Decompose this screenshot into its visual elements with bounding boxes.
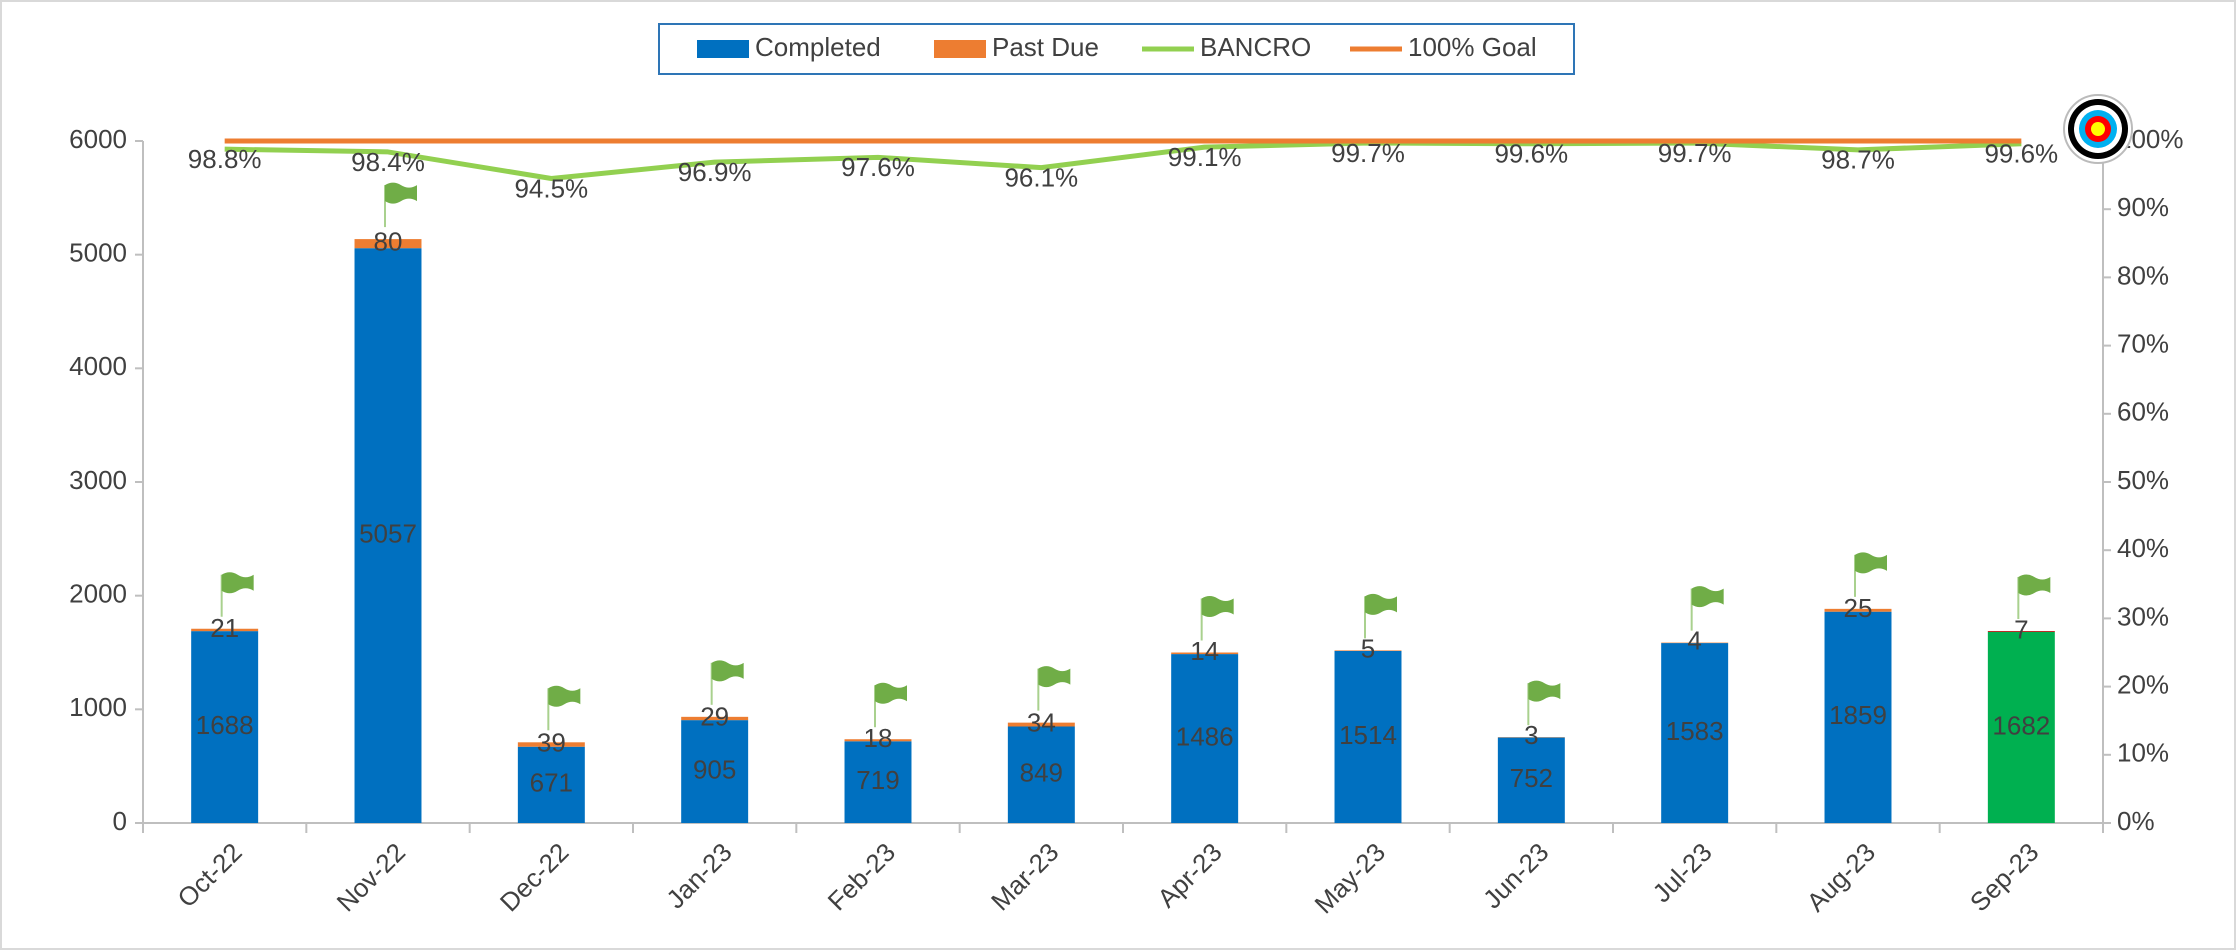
data-label: 671 (530, 768, 573, 798)
bar-segment (1661, 643, 1729, 823)
data-label: 21 (210, 613, 239, 643)
flag-icon (2018, 574, 2051, 596)
flag-icon (1201, 596, 1234, 617)
y-tick-label: 6000 (69, 124, 127, 154)
flag-icon (385, 182, 417, 204)
line-data-label: 96.9% (678, 157, 752, 187)
data-label: 14 (1190, 636, 1219, 666)
legend-label: Past Due (992, 32, 1099, 62)
legend-swatch (697, 40, 749, 58)
data-label: 18 (864, 723, 893, 753)
bar-segment (1171, 652, 1239, 655)
data-label: 1583 (1666, 716, 1724, 746)
bar-segment (1987, 631, 2055, 632)
flag-icon (1365, 593, 1397, 615)
data-label: 1486 (1176, 721, 1234, 751)
line-data-label: 99.6% (1494, 139, 1568, 169)
flag-icon (875, 682, 907, 704)
legend-label: Completed (755, 32, 881, 62)
flag-icon (711, 660, 744, 682)
data-label: 905 (693, 754, 736, 784)
data-label: 1688 (196, 710, 254, 740)
y2-tick-label: 10% (2117, 738, 2169, 768)
bar-segment (354, 248, 422, 823)
data-label: 80 (374, 227, 403, 257)
data-label: 4 (1687, 626, 1701, 656)
bar-segment (191, 631, 259, 823)
data-label: 5057 (359, 518, 417, 548)
line-data-label: 99.6% (1984, 139, 2058, 169)
flag-icon (1855, 552, 1887, 574)
line-series (224, 140, 2022, 182)
flag-icon (1038, 666, 1071, 688)
bar-segment (1497, 737, 1565, 823)
y2-tick-label: 60% (2117, 397, 2169, 427)
legend-box (658, 23, 1575, 75)
flag-icon (548, 685, 581, 707)
y-tick-label: 3000 (69, 465, 127, 495)
bar-segment (517, 742, 585, 747)
y-tick-label: 0 (113, 806, 127, 836)
legend-label: BANCRO (1200, 32, 1311, 62)
bar-segment (1334, 650, 1402, 651)
target-icon (2091, 122, 2105, 136)
line-data-label: 94.5% (514, 173, 588, 203)
data-label: 29 (700, 701, 729, 731)
line-data-label: 96.1% (1004, 162, 1078, 192)
data-label: 849 (1020, 758, 1063, 788)
bar-segment (354, 239, 422, 249)
flag-icon (1691, 586, 1724, 608)
bar-segment (681, 720, 749, 823)
data-label: 5 (1361, 633, 1375, 663)
y2-tick-label: 90% (2117, 192, 2169, 222)
bar-segment (844, 741, 912, 823)
line-data-label: 98.7% (1821, 145, 1895, 175)
y2-tick-label: 40% (2117, 533, 2169, 563)
line-data-label: 99.1% (1168, 142, 1242, 172)
legend-swatch (934, 40, 986, 58)
y-tick-label: 4000 (69, 351, 127, 381)
line-data-label: 97.6% (841, 152, 915, 182)
data-label: 752 (1510, 763, 1553, 793)
y2-tick-label: 30% (2117, 601, 2169, 631)
y2-tick-label: 80% (2117, 260, 2169, 290)
data-label: 7 (2014, 614, 2028, 644)
y2-tick-label: 50% (2117, 465, 2169, 495)
y2-tick-label: 20% (2117, 669, 2169, 699)
y-tick-label: 1000 (69, 692, 127, 722)
data-label: 25 (1844, 593, 1873, 623)
bar-segment (1334, 650, 1402, 823)
data-label: 1859 (1829, 700, 1887, 730)
data-label: 1682 (1992, 710, 2050, 740)
bar-segment (1171, 654, 1239, 823)
flag-icon (221, 572, 254, 594)
bar-segment (1987, 631, 2055, 823)
y-tick-label: 2000 (69, 579, 127, 609)
bar-segment (681, 716, 749, 721)
data-label: 719 (856, 765, 899, 795)
bar-segment (191, 628, 259, 632)
flag-icon (1528, 680, 1561, 702)
line-data-label: 98.4% (351, 147, 425, 177)
bar-segment (1824, 611, 1892, 823)
data-label: 3 (1524, 720, 1538, 750)
bar-segment (844, 739, 912, 742)
y-tick-label: 5000 (69, 238, 127, 268)
data-label: 1514 (1339, 720, 1397, 750)
data-label: 34 (1027, 707, 1056, 737)
legend-label: 100% Goal (1408, 32, 1537, 62)
line-data-label: 98.8% (188, 144, 262, 174)
data-label: 39 (537, 727, 566, 757)
y2-tick-label: 0% (2117, 806, 2155, 836)
bar-segment (1007, 722, 1075, 727)
bar-segment (517, 746, 585, 823)
bar-segment (1007, 726, 1075, 823)
bar-segment (1824, 608, 1892, 612)
y2-tick-label: 70% (2117, 328, 2169, 358)
